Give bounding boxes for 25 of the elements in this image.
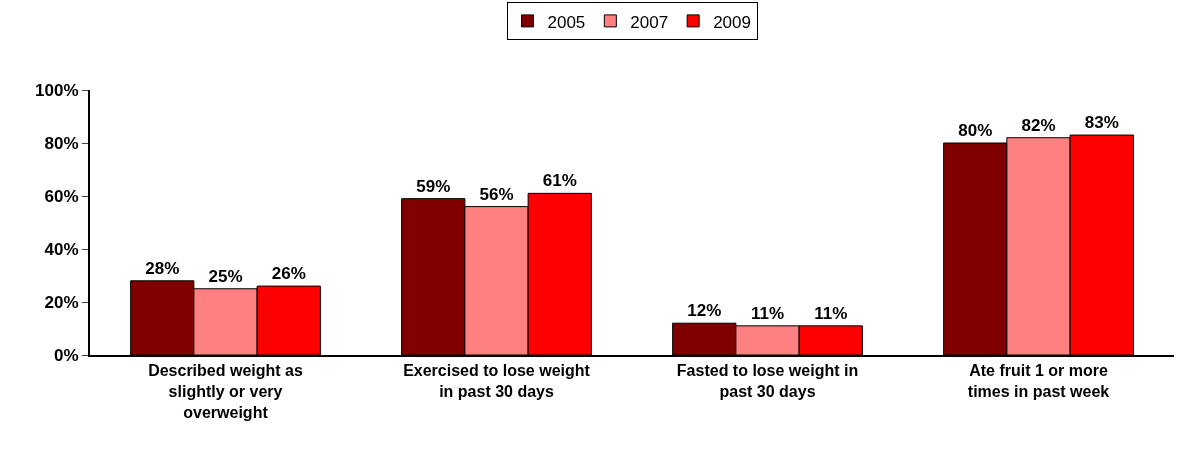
y-tick-label: 0% xyxy=(54,345,79,365)
data-label: 11% xyxy=(750,303,785,323)
y-tick-label: 60% xyxy=(44,186,79,206)
data-label: 83% xyxy=(1084,113,1119,133)
y-tick-label: 20% xyxy=(44,292,79,312)
x-tick-label: Fasted to lose weight in past 30 days xyxy=(676,362,859,400)
legend-label: 2007 xyxy=(630,12,669,32)
data-label: 28% xyxy=(145,258,180,278)
data-label: 61% xyxy=(542,171,577,191)
x-tick-label: Described weight as slightly or very overweight xyxy=(148,362,303,421)
data-label: 56% xyxy=(479,184,514,204)
data-label: 11% xyxy=(814,303,848,323)
data-label: 12% xyxy=(687,301,722,321)
y-tick-label: 40% xyxy=(44,239,79,259)
y-tick-label: 80% xyxy=(44,133,79,153)
data-label: 80% xyxy=(958,121,993,140)
x-tick-label: Ate fruit 1 or more times in past week xyxy=(967,362,1110,400)
legend-label: 2005 xyxy=(547,12,586,32)
data-label: 26% xyxy=(271,264,306,284)
data-label: 59% xyxy=(416,176,451,196)
x-tick-label: Exercised to lose weight in past 30 days xyxy=(403,362,591,400)
data-label: 25% xyxy=(208,266,243,286)
legend-label: 2009 xyxy=(713,12,751,32)
y-tick-label: 100% xyxy=(35,80,79,100)
data-label: 82% xyxy=(1021,115,1056,135)
